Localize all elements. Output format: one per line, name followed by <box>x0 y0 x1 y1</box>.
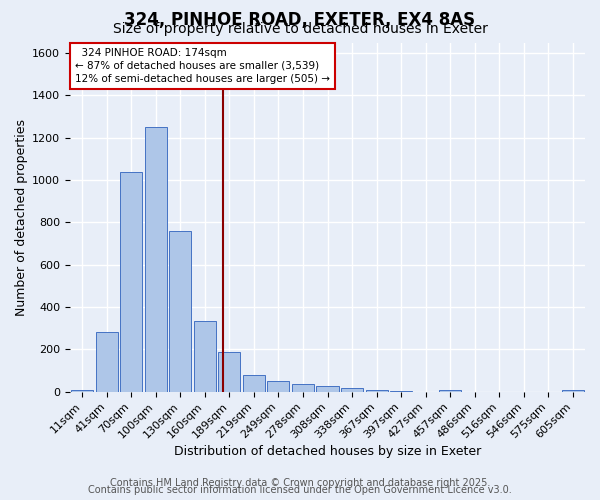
Bar <box>96 332 118 392</box>
X-axis label: Distribution of detached houses by size in Exeter: Distribution of detached houses by size … <box>174 444 481 458</box>
Bar <box>71 390 94 392</box>
Text: Contains public sector information licensed under the Open Government Licence v3: Contains public sector information licen… <box>88 485 512 495</box>
Bar <box>292 384 314 392</box>
Bar <box>562 390 584 392</box>
Bar <box>145 127 167 392</box>
Text: 324 PINHOE ROAD: 174sqm  
← 87% of detached houses are smaller (3,539)
12% of se: 324 PINHOE ROAD: 174sqm ← 87% of detache… <box>75 48 330 84</box>
Bar <box>268 381 289 392</box>
Bar <box>365 390 388 392</box>
Text: Contains HM Land Registry data © Crown copyright and database right 2025.: Contains HM Land Registry data © Crown c… <box>110 478 490 488</box>
Text: 324, PINHOE ROAD, EXETER, EX4 8AS: 324, PINHOE ROAD, EXETER, EX4 8AS <box>124 11 476 29</box>
Bar <box>439 390 461 392</box>
Bar <box>120 172 142 392</box>
Y-axis label: Number of detached properties: Number of detached properties <box>15 118 28 316</box>
Bar <box>218 352 241 392</box>
Bar <box>169 231 191 392</box>
Bar <box>243 374 265 392</box>
Bar <box>341 388 363 392</box>
Bar <box>194 320 216 392</box>
Bar <box>316 386 338 392</box>
Text: Size of property relative to detached houses in Exeter: Size of property relative to detached ho… <box>113 22 487 36</box>
